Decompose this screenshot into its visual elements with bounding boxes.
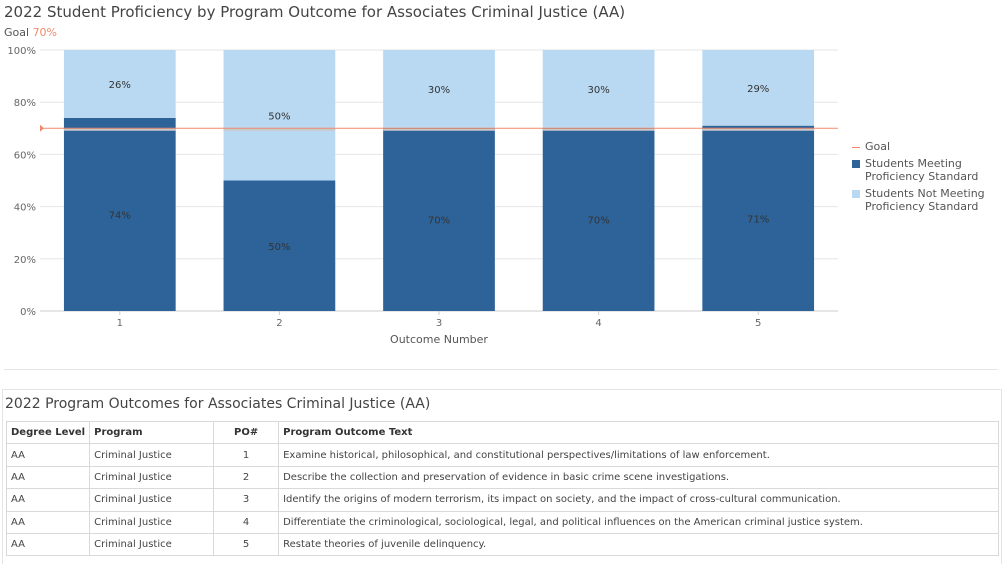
cell-degree-level: AA <box>5 532 91 557</box>
goal-marker-icon <box>40 124 44 132</box>
header-outcome-text[interactable]: Program Outcome Text <box>278 420 999 445</box>
legend-item-meeting[interactable]: Students Meeting Proficiency Standard <box>852 157 990 183</box>
table-row: AA Criminal Justice 3 Identify the origi… <box>5 488 999 512</box>
header-program[interactable]: Program <box>89 420 215 445</box>
table-row: AA Criminal Justice 4 Differentiate the … <box>5 510 999 534</box>
meeting-swatch <box>852 160 860 168</box>
bar-not-meeting <box>63 50 176 118</box>
cell-program: Criminal Justice <box>89 510 215 534</box>
goal-line-swatch <box>852 147 860 148</box>
cell-outcome-text: Identify the origins of modern terrorism… <box>278 488 999 512</box>
y-tick-label: 0% <box>20 307 36 318</box>
data-label-not-meeting: 30% <box>428 85 450 96</box>
bar-meeting <box>702 125 815 311</box>
x-tick-label: 4 <box>595 318 601 329</box>
table-header-row: Degree Level Program PO# Program Outcome… <box>5 420 999 445</box>
cell-po-number: 5 <box>213 532 280 557</box>
y-tick-label: 80% <box>14 98 36 109</box>
table-row: AA Criminal Justice 5 Restate theories o… <box>5 532 999 557</box>
cell-outcome-text: Examine historical, philosophical, and c… <box>278 443 999 467</box>
x-tick-label: 2 <box>276 318 282 329</box>
bar-not-meeting <box>702 50 815 126</box>
legend-label-meeting: Students Meeting Proficiency Standard <box>865 157 979 183</box>
cell-po-number: 3 <box>213 488 280 512</box>
header-po-number[interactable]: PO# <box>213 420 280 445</box>
y-tick-label: 40% <box>14 203 36 214</box>
bar-not-meeting <box>223 50 336 181</box>
section-divider <box>4 369 998 370</box>
x-tick-label: 3 <box>436 318 442 329</box>
x-tick-label: 1 <box>117 318 123 329</box>
cell-degree-level: AA <box>5 510 91 534</box>
cell-program: Criminal Justice <box>89 532 215 557</box>
chart-title: 2022 Student Proficiency by Program Outc… <box>4 3 626 21</box>
cell-outcome-text: Restate theories of juvenile delinquency… <box>278 532 999 557</box>
x-axis-label: Outcome Number <box>390 333 488 346</box>
outcomes-table: Degree Level Program PO# Program Outcome… <box>5 420 999 557</box>
legend-item-not-meeting[interactable]: Students Not Meeting Proficiency Standar… <box>852 187 990 213</box>
goal-label: Goal 70% <box>4 26 57 39</box>
cell-outcome-text: Differentiate the criminological, sociol… <box>278 510 999 534</box>
bar-meeting <box>63 117 176 311</box>
data-label-not-meeting: 26% <box>109 80 131 91</box>
not-meeting-swatch <box>852 190 860 198</box>
table-title: 2022 Program Outcomes for Associates Cri… <box>5 396 431 412</box>
bar-not-meeting <box>542 50 655 129</box>
cell-po-number: 4 <box>213 510 280 534</box>
cell-program: Criminal Justice <box>89 443 215 467</box>
cell-degree-level: AA <box>5 465 91 490</box>
table-row: AA Criminal Justice 1 Examine historical… <box>5 443 999 467</box>
data-label-meeting: 50% <box>268 242 290 253</box>
cell-degree-level: AA <box>5 443 91 467</box>
legend-label-not-meeting: Students Not Meeting Proficiency Standar… <box>865 187 985 213</box>
cell-program: Criminal Justice <box>89 465 215 490</box>
data-label-not-meeting: 29% <box>747 84 769 95</box>
y-tick-label: 60% <box>14 150 36 161</box>
cell-program: Criminal Justice <box>89 488 215 512</box>
cell-po-number: 1 <box>213 443 280 467</box>
bar-meeting <box>223 180 336 311</box>
goal-label-text: Goal <box>4 26 30 39</box>
outcomes-panel: 2022 Program Outcomes for Associates Cri… <box>2 389 1002 564</box>
bar-meeting <box>542 128 655 311</box>
data-label-meeting: 70% <box>428 216 450 227</box>
data-label-not-meeting: 50% <box>268 111 290 122</box>
table-row: AA Criminal Justice 2 Describe the colle… <box>5 465 999 490</box>
y-tick-label: 100% <box>7 46 36 57</box>
cell-degree-level: AA <box>5 488 91 512</box>
x-tick-label: 5 <box>755 318 761 329</box>
legend-label-goal: Goal <box>865 140 891 153</box>
y-tick-label: 20% <box>14 255 36 266</box>
data-label-meeting: 71% <box>747 214 769 225</box>
header-degree-level[interactable]: Degree Level <box>5 420 91 445</box>
cell-outcome-text: Describe the collection and preservation… <box>278 465 999 490</box>
data-label-meeting: 74% <box>109 210 131 221</box>
data-label-not-meeting: 30% <box>587 85 609 96</box>
bar-not-meeting <box>383 50 495 129</box>
data-label-meeting: 70% <box>587 216 609 227</box>
bar-meeting <box>383 128 495 311</box>
legend-item-goal[interactable]: Goal <box>852 140 990 153</box>
proficiency-chart: 0% 20% 40% 60% 80% 100% 74% 26% 1 50% 50% 2 70% 30% 3 7… <box>7 46 838 346</box>
goal-label-value: 70% <box>32 26 58 39</box>
chart-legend: Goal Students Meeting Proficiency Standa… <box>852 140 990 217</box>
cell-po-number: 2 <box>213 465 280 490</box>
